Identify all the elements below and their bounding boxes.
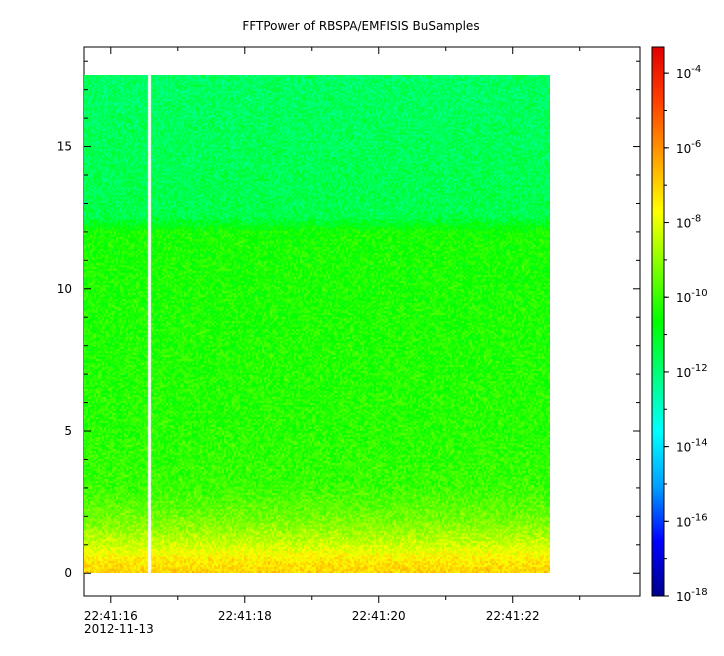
x-tick-label: 22:41:22	[486, 609, 540, 623]
spectrogram-image	[84, 75, 550, 573]
x-axis-date-label: 2012-11-13	[84, 622, 154, 636]
colorbar-tick-label: 10-8	[676, 214, 701, 231]
colorbar-tick-label: 10-10	[676, 288, 708, 305]
spectrogram-raster	[84, 75, 550, 573]
x-tick-label: 22:41:16	[84, 609, 138, 623]
colorbar-tick-label: 10-14	[676, 438, 708, 455]
y-tick-label: 10	[57, 282, 72, 296]
colorbar-tick-label: 10-18	[676, 587, 708, 604]
y-axis: 0 5 10 15	[57, 60, 640, 580]
colorbar	[651, 46, 665, 597]
y-tick-label: 0	[64, 566, 72, 580]
colorbar-tick-label: 10-6	[676, 139, 701, 156]
y-tick-label: 15	[57, 140, 72, 154]
x-tick-label: 22:41:18	[218, 609, 272, 623]
colorbar-gradient	[651, 46, 665, 597]
colorbar-tick-label: 10-12	[676, 363, 708, 380]
x-axis: 22:41:16 22:41:18 22:41:20 22:41:22	[84, 47, 581, 623]
colorbar-axis: 10-4 10-6 10-8 10-10 10-12 10-14 10-16 10-18	[664, 64, 708, 604]
y-tick-label: 5	[64, 424, 72, 438]
colorbar-tick-label: 10-16	[676, 512, 708, 529]
x-tick-label: 22:41:20	[352, 609, 406, 623]
colorbar-tick-label: 10-4	[676, 64, 701, 81]
chart-title: FFTPower of RBSPA/EMFISIS BuSamples	[242, 19, 479, 33]
